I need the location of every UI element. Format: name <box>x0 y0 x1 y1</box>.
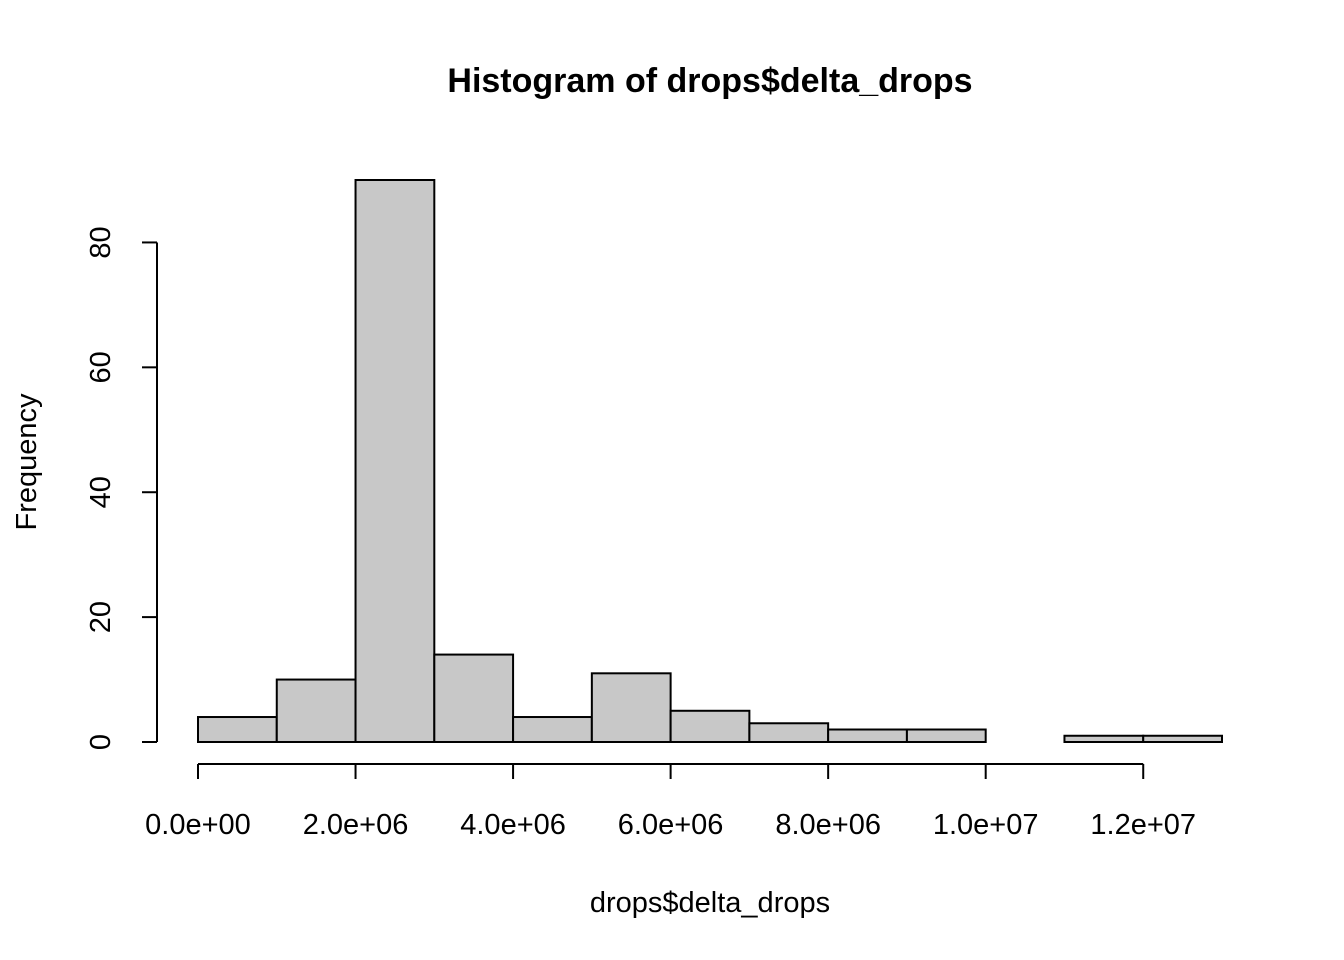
y-tick-label: 40 <box>85 476 117 508</box>
histogram-bar <box>748 722 830 743</box>
x-tick-label: 2.0e+06 <box>303 809 409 841</box>
y-axis: 0 20 40 60 80 <box>85 226 158 750</box>
x-tick-label: 6.0e+06 <box>618 809 724 841</box>
y-tick-label: 60 <box>85 351 117 383</box>
x-tick-label: 0.0e+00 <box>145 809 251 841</box>
x-tick-label: 1.0e+07 <box>933 809 1039 841</box>
histogram-bar <box>1142 734 1223 743</box>
y-tick-label: 80 <box>85 226 117 258</box>
y-tick-label: 20 <box>85 601 117 633</box>
histogram-bar <box>275 678 357 743</box>
chart-title: Histogram of drops$delta_drops <box>447 62 972 100</box>
histogram-bar <box>590 672 672 743</box>
histogram-bar <box>197 716 278 743</box>
x-tick-label: 8.0e+06 <box>775 809 881 841</box>
x-axis: 0.0e+00 2.0e+06 4.0e+06 6.0e+06 8.0e+06 1.0e+… <box>145 763 1196 841</box>
histogram-bar <box>905 728 987 743</box>
bars-group <box>197 179 1223 743</box>
histogram-bar <box>827 728 908 743</box>
x-axis-label: drops$delta_drops <box>590 887 830 919</box>
histogram-bar <box>512 716 593 743</box>
histogram-bar <box>354 179 436 743</box>
y-axis-label: Frequency <box>11 393 43 531</box>
histogram-bar <box>669 709 751 743</box>
histogram-bar <box>433 653 515 743</box>
y-tick-label: 0 <box>85 734 117 750</box>
x-tick-label: 4.0e+06 <box>460 809 566 841</box>
histogram-bar <box>1063 734 1145 743</box>
x-tick-label: 1.2e+07 <box>1090 809 1196 841</box>
